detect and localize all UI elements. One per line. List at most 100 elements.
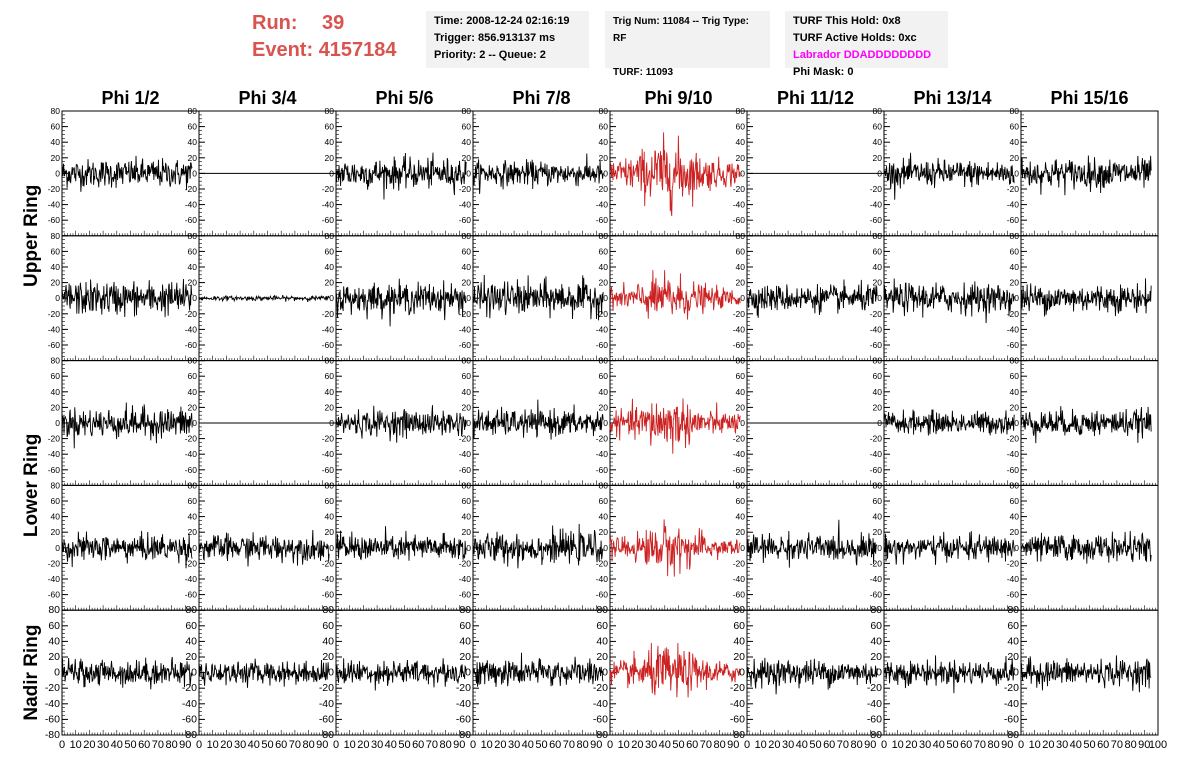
y-tick-label: 20: [1010, 278, 1020, 288]
trigger-text: Trigger: 856.913137 ms: [434, 32, 556, 44]
y-tick-label: 20: [51, 402, 61, 412]
y-tick-label: 40: [325, 137, 335, 147]
y-tick-label: 40: [188, 512, 198, 522]
x-tick-label: 50: [809, 739, 821, 751]
y-tick-label: -40: [185, 574, 198, 584]
y-tick-label: 40: [188, 137, 198, 147]
y-tick-label: 20: [736, 527, 746, 537]
y-tick-label: 0: [192, 168, 197, 178]
y-tick-label: -40: [182, 698, 197, 710]
y-tick-label: 80: [736, 231, 746, 241]
y-tick-label: -60: [596, 590, 609, 600]
y-tick-label: 80: [733, 604, 745, 616]
waveform-trace: [883, 278, 1015, 324]
y-tick-label: 0: [328, 667, 334, 679]
x-tick-label: 40: [1070, 739, 1082, 751]
y-tick-label: 20: [188, 527, 198, 537]
x-tick-label: 10: [618, 739, 630, 751]
waveform-trace: [1020, 278, 1152, 317]
x-tick-label: 10: [755, 739, 767, 751]
y-tick-label: 0: [55, 168, 60, 178]
y-tick-label: -60: [596, 340, 609, 350]
y-tick-label: 0: [55, 418, 60, 428]
event-label: Event:: [252, 39, 314, 61]
y-tick-label: 20: [870, 651, 882, 663]
x-tick-label: 80: [165, 739, 177, 751]
y-tick-label: 20: [1010, 153, 1020, 163]
y-tick-label: 80: [325, 106, 335, 116]
column-header: Phi 3/4: [238, 88, 296, 108]
y-tick-label: 60: [462, 122, 472, 132]
x-tick-label: 20: [1042, 739, 1054, 751]
x-tick-label: 70: [1111, 739, 1123, 751]
x-tick-label: 0: [1018, 739, 1024, 751]
y-tick-label: 20: [733, 651, 745, 663]
y-tick-label: -60: [185, 340, 198, 350]
y-tick-label: -20: [733, 309, 746, 319]
x-tick-label: 80: [576, 739, 588, 751]
y-tick-label: 80: [51, 231, 61, 241]
y-tick-label: 40: [462, 137, 472, 147]
x-tick-label: 30: [508, 739, 520, 751]
x-tick-label: 60: [1097, 739, 1109, 751]
y-tick-label: -20: [733, 558, 746, 568]
y-tick-label: -40: [322, 200, 335, 210]
y-tick-label: -20: [322, 558, 335, 568]
y-tick-label: 80: [188, 356, 198, 366]
y-tick-label: 60: [1010, 371, 1020, 381]
column-header: Phi 13/14: [913, 88, 991, 108]
y-tick-label: 80: [322, 604, 334, 616]
y-tick-label: -20: [459, 558, 472, 568]
x-tick-label: 20: [83, 739, 95, 751]
x-tick-label: 50: [261, 739, 273, 751]
waveform-trace: [883, 531, 1015, 565]
column-header: Phi 7/8: [512, 88, 570, 108]
y-tick-label: 0: [465, 667, 471, 679]
y-tick-label: 0: [54, 667, 60, 679]
y-tick-label: -60: [733, 340, 746, 350]
y-tick-label: -60: [322, 215, 335, 225]
y-tick-label: 60: [599, 122, 609, 132]
y-tick-label: -60: [596, 215, 609, 225]
y-tick-label: 0: [466, 168, 471, 178]
y-tick-label: 80: [1010, 356, 1020, 366]
y-tick-label: 80: [325, 356, 335, 366]
x-tick-label: 20: [494, 739, 506, 751]
y-tick-label: -20: [48, 434, 61, 444]
y-tick-label: 40: [599, 512, 609, 522]
y-tick-label: 60: [51, 122, 61, 132]
y-tick-label: 60: [462, 496, 472, 506]
x-tick-label: 80: [302, 739, 314, 751]
y-tick-label: 20: [599, 527, 609, 537]
y-tick-label: -60: [185, 465, 198, 475]
y-tick-label: -20: [596, 309, 609, 319]
x-tick-label: 80: [987, 739, 999, 751]
y-tick-label: -20: [1007, 434, 1020, 444]
y-tick-label: 0: [740, 543, 745, 553]
x-tick-label: 0: [607, 739, 613, 751]
y-tick-label: 40: [51, 387, 61, 397]
waveform-trace: [609, 132, 741, 217]
y-tick-label: -20: [322, 184, 335, 194]
x-tick-label: 90: [316, 739, 328, 751]
y-tick-label: 60: [325, 496, 335, 506]
waveform-trace: [1020, 655, 1152, 693]
y-tick-label: 20: [462, 402, 472, 412]
waveform-trace: [198, 294, 330, 303]
y-tick-label: 40: [462, 387, 472, 397]
x-tick-label: 0: [59, 739, 65, 751]
y-tick-label: -60: [870, 465, 883, 475]
y-tick-label: 0: [1014, 543, 1019, 553]
y-tick-label: 60: [188, 496, 198, 506]
y-tick-label: 40: [1007, 635, 1019, 647]
turf-text: TURF: 11093: [613, 67, 674, 78]
y-tick-label: 60: [736, 496, 746, 506]
waveform-trace: [609, 398, 741, 454]
y-tick-label: 60: [188, 371, 198, 381]
y-tick-label: -60: [593, 713, 608, 725]
y-tick-label: -60: [733, 465, 746, 475]
y-tick-label: -40: [45, 698, 60, 710]
y-tick-label: -60: [322, 590, 335, 600]
run-event-block: Run: 39 Event: 4157184: [252, 10, 397, 64]
y-tick-label: -60: [733, 215, 746, 225]
